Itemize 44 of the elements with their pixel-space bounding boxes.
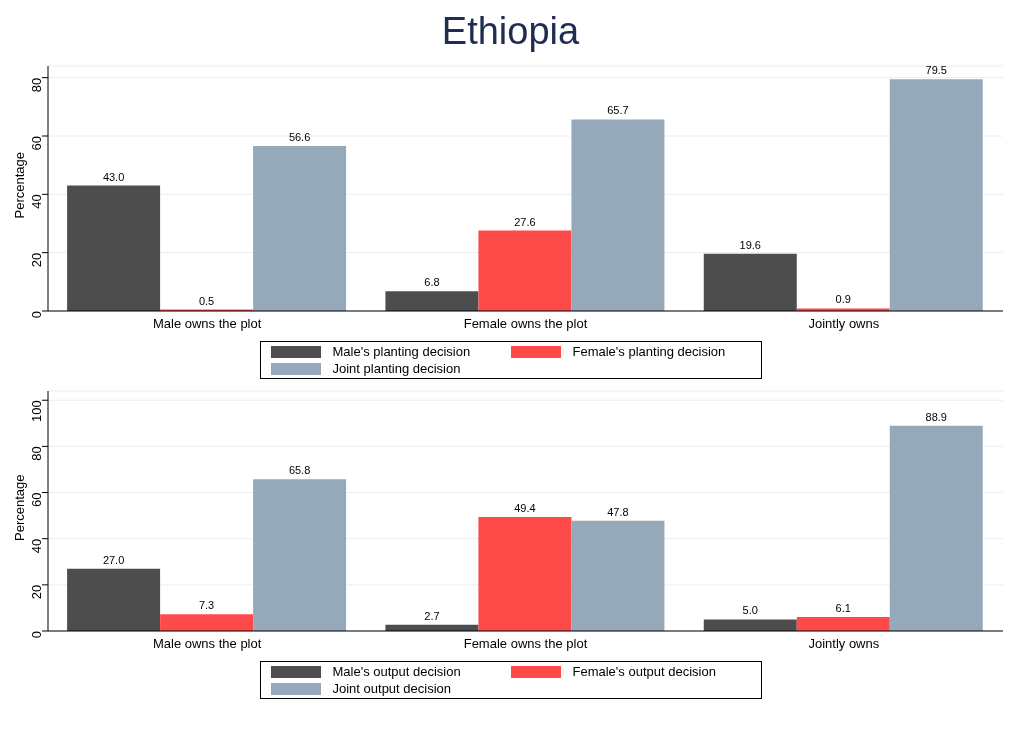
x-tick-label: Female owns the plot	[463, 316, 588, 332]
chart-title: Ethiopia	[440, 9, 581, 54]
x-tick-label: Male owns the plot	[152, 636, 262, 652]
y-tick-label: 40	[28, 538, 44, 554]
data-label: 56.6	[288, 130, 311, 143]
x-tick-label: Female owns the plot	[463, 636, 588, 652]
y-axis-title: Percentage	[11, 152, 27, 219]
legend-label: Male's output decision	[332, 664, 461, 679]
data-label: 49.4	[514, 502, 536, 514]
legend-label: Joint planting decision	[332, 361, 461, 376]
legend-label: Male's planting decision	[332, 344, 471, 359]
data-label: 65.8	[288, 464, 311, 477]
data-label: 5.0	[742, 604, 758, 617]
data-label: 47.8	[607, 505, 629, 518]
data-label: 6.1	[835, 601, 851, 614]
legend-label: Female's planting decision	[572, 344, 726, 359]
x-tick-label: Jointly owns	[808, 636, 880, 652]
x-tick-label: Male owns the plot	[152, 316, 262, 332]
y-tick-label: 80	[28, 446, 44, 461]
y-tick-label: 100	[28, 400, 44, 422]
y-tick-label: 60	[28, 492, 44, 508]
y-tick-label: 20	[28, 584, 44, 600]
data-label: 27.6	[514, 215, 536, 228]
data-label: 19.6	[739, 238, 761, 251]
y-tick-label: 0	[28, 631, 44, 639]
y-tick-label: 0	[28, 311, 44, 319]
data-label: 43.0	[102, 170, 125, 183]
data-label: 7.3	[198, 599, 215, 612]
y-tick-label: 40	[28, 194, 44, 209]
legend-label: Female's output decision	[572, 664, 716, 679]
data-label: 2.7	[424, 609, 440, 622]
legend-label: Joint output decision	[332, 681, 452, 696]
y-tick-label: 20	[28, 252, 44, 268]
data-label: 65.7	[607, 104, 629, 117]
data-label: 88.9	[925, 410, 947, 423]
data-label: 0.5	[198, 294, 215, 307]
x-tick-label: Jointly owns	[808, 316, 880, 332]
data-label: 0.9	[835, 293, 851, 306]
y-axis-title: Percentage	[11, 474, 27, 541]
data-label: 27.0	[102, 553, 125, 566]
data-label: 79.5	[925, 64, 947, 77]
y-tick-label: 80	[28, 77, 44, 93]
y-tick-label: 60	[28, 136, 44, 151]
data-label: 6.8	[424, 276, 440, 289]
